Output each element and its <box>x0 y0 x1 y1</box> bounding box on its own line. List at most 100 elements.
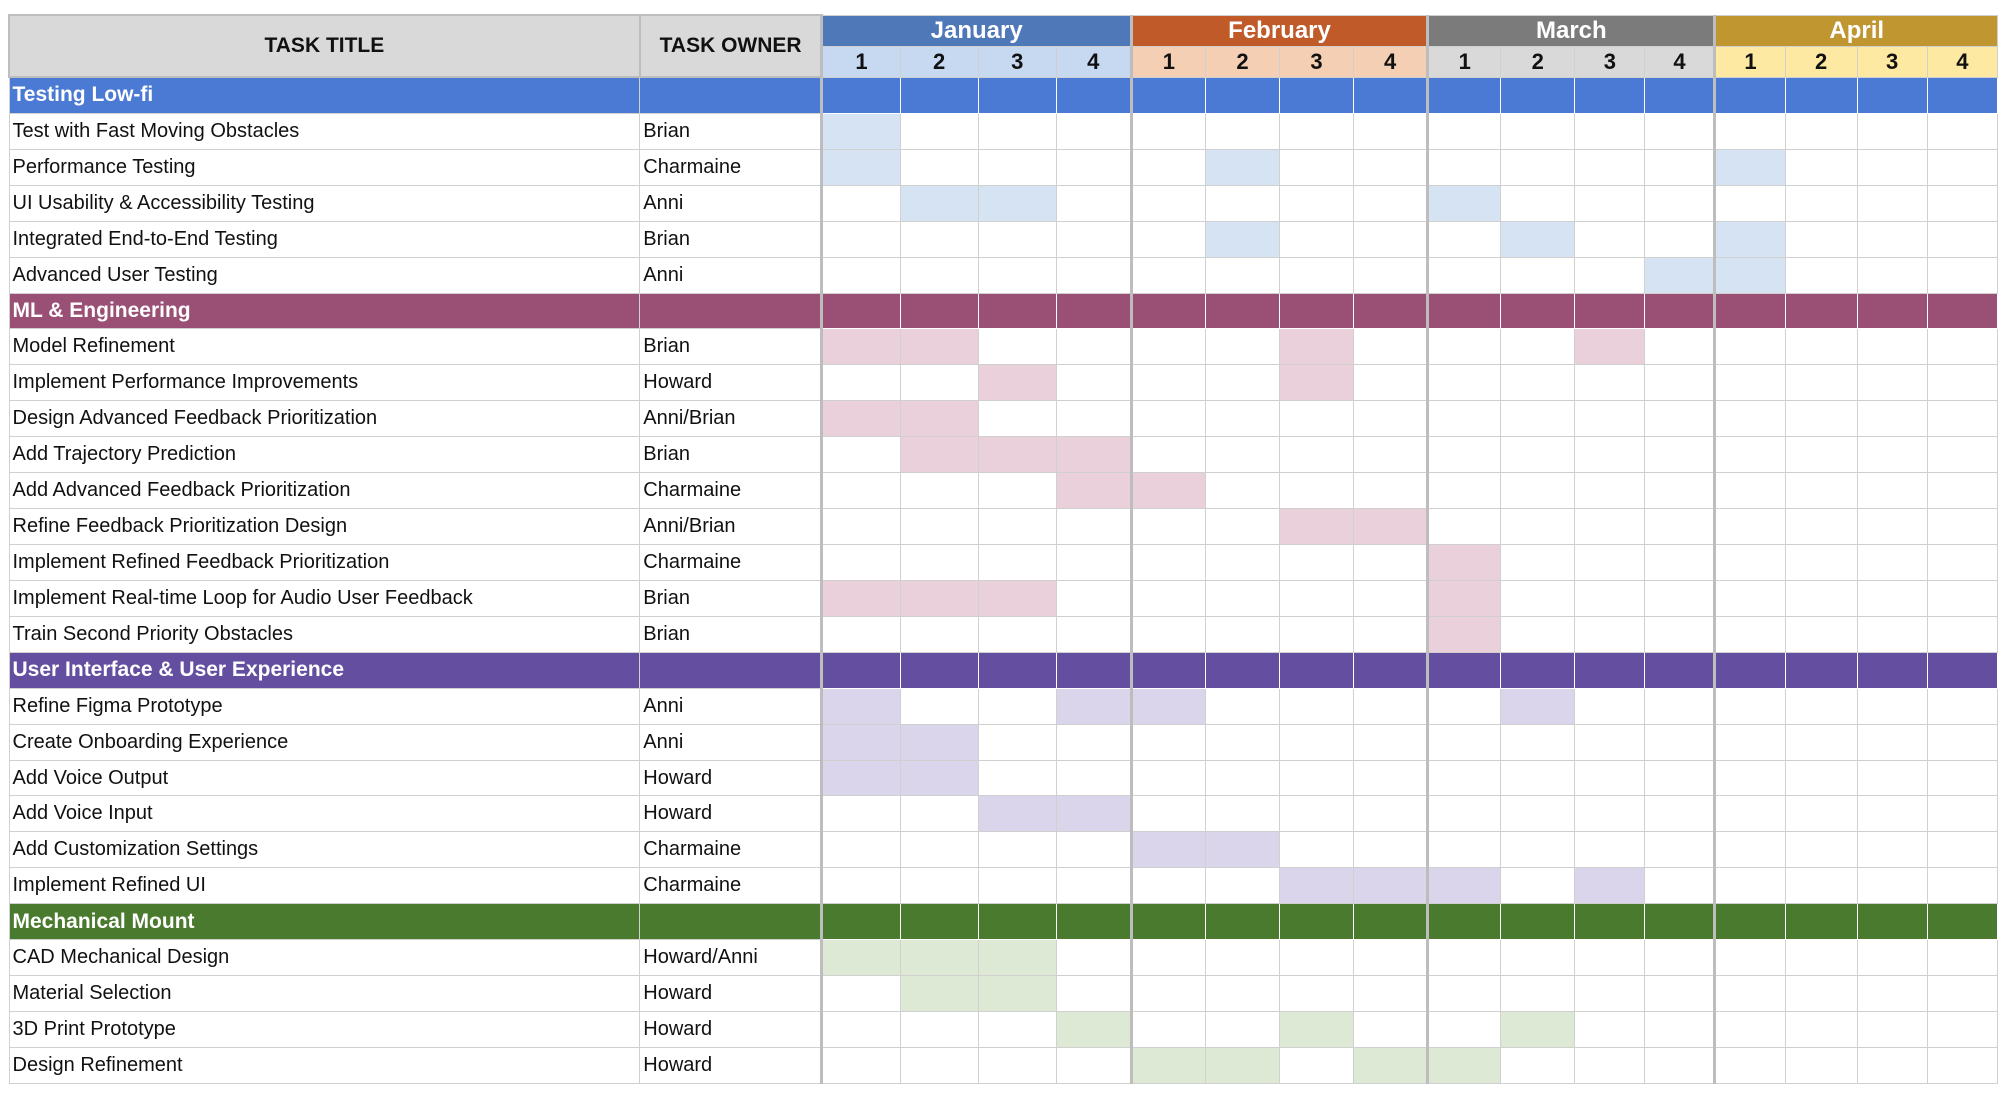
gantt-bar-cell[interactable] <box>1055 436 1132 474</box>
gantt-bar-cell[interactable] <box>1204 148 1281 186</box>
gantt-empty-cell[interactable] <box>1713 184 1786 222</box>
gantt-empty-cell[interactable] <box>1574 939 1646 977</box>
gantt-empty-cell[interactable] <box>1500 472 1576 510</box>
gantt-empty-cell[interactable] <box>820 436 901 474</box>
gantt-bar-cell[interactable] <box>820 687 901 725</box>
section-week-cell[interactable] <box>1784 76 1858 114</box>
gantt-empty-cell[interactable] <box>1278 112 1355 150</box>
gantt-empty-cell[interactable] <box>1926 400 1999 438</box>
gantt-empty-cell[interactable] <box>1204 328 1281 366</box>
gantt-empty-cell[interactable] <box>1713 831 1786 869</box>
task-owner-cell[interactable]: Anni <box>639 184 823 222</box>
gantt-empty-cell[interactable] <box>1644 687 1716 725</box>
gantt-empty-cell[interactable] <box>1204 867 1281 905</box>
gantt-empty-cell[interactable] <box>1500 1046 1576 1085</box>
gantt-bar-cell[interactable] <box>977 184 1057 222</box>
gantt-empty-cell[interactable] <box>1926 544 1999 581</box>
gantt-empty-cell[interactable] <box>1856 795 1928 833</box>
gantt-empty-cell[interactable] <box>1574 184 1646 222</box>
gantt-empty-cell[interactable] <box>1784 1011 1858 1048</box>
gantt-empty-cell[interactable] <box>1500 795 1576 833</box>
gantt-empty-cell[interactable] <box>1784 256 1858 294</box>
gantt-empty-cell[interactable] <box>1856 472 1928 510</box>
gantt-empty-cell[interactable] <box>1426 112 1502 150</box>
section-week-cell[interactable] <box>820 903 901 941</box>
section-week-cell[interactable] <box>1574 76 1646 114</box>
gantt-empty-cell[interactable] <box>1055 867 1132 905</box>
gantt-empty-cell[interactable] <box>1055 579 1132 617</box>
gantt-empty-cell[interactable] <box>1574 831 1646 869</box>
gantt-empty-cell[interactable] <box>1426 328 1502 366</box>
section-owner-cell[interactable] <box>639 76 823 114</box>
gantt-empty-cell[interactable] <box>1055 400 1132 438</box>
gantt-empty-cell[interactable] <box>1644 220 1716 258</box>
gantt-empty-cell[interactable] <box>977 220 1057 258</box>
gantt-empty-cell[interactable] <box>1644 795 1716 833</box>
gantt-bar-cell[interactable] <box>899 759 979 797</box>
task-title-cell[interactable]: Add Voice Input <box>8 795 641 833</box>
gantt-empty-cell[interactable] <box>1574 759 1646 797</box>
section-owner-cell[interactable] <box>639 292 823 330</box>
gantt-empty-cell[interactable] <box>1129 867 1206 905</box>
gantt-empty-cell[interactable] <box>1926 867 1999 905</box>
gantt-bar-cell[interactable] <box>1426 867 1502 905</box>
gantt-empty-cell[interactable] <box>1644 867 1716 905</box>
gantt-empty-cell[interactable] <box>1926 831 1999 869</box>
month-header-january[interactable]: January <box>820 14 1132 47</box>
gantt-empty-cell[interactable] <box>1500 975 1576 1012</box>
gantt-empty-cell[interactable] <box>1713 544 1786 581</box>
gantt-empty-cell[interactable] <box>1055 364 1132 402</box>
gantt-empty-cell[interactable] <box>1856 436 1928 474</box>
gantt-empty-cell[interactable] <box>899 508 979 546</box>
gantt-empty-cell[interactable] <box>1500 256 1576 294</box>
gantt-empty-cell[interactable] <box>1055 1046 1132 1085</box>
gantt-empty-cell[interactable] <box>1204 544 1281 581</box>
gantt-empty-cell[interactable] <box>1129 975 1206 1012</box>
gantt-empty-cell[interactable] <box>1856 364 1928 402</box>
task-title-cell[interactable]: Design Advanced Feedback Prioritization <box>8 400 641 438</box>
gantt-empty-cell[interactable] <box>1713 975 1786 1012</box>
section-week-cell[interactable] <box>899 651 979 689</box>
gantt-empty-cell[interactable] <box>1713 759 1786 797</box>
gantt-empty-cell[interactable] <box>1644 184 1716 222</box>
gantt-empty-cell[interactable] <box>1644 831 1716 869</box>
gantt-bar-cell[interactable] <box>1055 1011 1132 1048</box>
gantt-empty-cell[interactable] <box>1644 328 1716 366</box>
section-week-cell[interactable] <box>1204 651 1281 689</box>
gantt-empty-cell[interactable] <box>1129 256 1206 294</box>
gantt-empty-cell[interactable] <box>1644 472 1716 510</box>
gantt-empty-cell[interactable] <box>1644 1011 1716 1048</box>
section-title[interactable]: User Interface & User Experience <box>8 651 641 689</box>
gantt-empty-cell[interactable] <box>977 544 1057 581</box>
gantt-bar-cell[interactable] <box>1713 256 1786 294</box>
gantt-bar-cell[interactable] <box>1278 364 1355 402</box>
gantt-empty-cell[interactable] <box>1574 975 1646 1012</box>
gantt-empty-cell[interactable] <box>1713 364 1786 402</box>
gantt-empty-cell[interactable] <box>1129 400 1206 438</box>
gantt-empty-cell[interactable] <box>977 615 1057 653</box>
gantt-empty-cell[interactable] <box>1713 579 1786 617</box>
task-title-cell[interactable]: Implement Real-time Loop for Audio User … <box>8 579 641 617</box>
gantt-empty-cell[interactable] <box>1856 400 1928 438</box>
gantt-empty-cell[interactable] <box>1129 148 1206 186</box>
gantt-empty-cell[interactable] <box>1204 436 1281 474</box>
task-owner-cell[interactable]: Howard <box>639 1046 823 1085</box>
gantt-empty-cell[interactable] <box>1713 795 1786 833</box>
gantt-empty-cell[interactable] <box>1644 1046 1716 1085</box>
gantt-empty-cell[interactable] <box>1278 615 1355 653</box>
task-title-cell[interactable]: Material Selection <box>8 975 641 1012</box>
gantt-bar-cell[interactable] <box>899 400 979 438</box>
gantt-empty-cell[interactable] <box>1055 831 1132 869</box>
task-owner-cell[interactable]: Anni <box>639 723 823 761</box>
gantt-empty-cell[interactable] <box>977 148 1057 186</box>
gantt-empty-cell[interactable] <box>899 472 979 510</box>
task-title-cell[interactable]: Add Customization Settings <box>8 831 641 869</box>
section-week-cell[interactable] <box>820 651 901 689</box>
gantt-empty-cell[interactable] <box>1278 1046 1355 1085</box>
task-title-cell[interactable]: Refine Feedback Prioritization Design <box>8 508 641 546</box>
gantt-empty-cell[interactable] <box>1129 615 1206 653</box>
gantt-empty-cell[interactable] <box>899 795 979 833</box>
gantt-empty-cell[interactable] <box>1204 400 1281 438</box>
week-header-february-2[interactable]: 2 <box>1204 45 1281 78</box>
gantt-empty-cell[interactable] <box>977 723 1057 761</box>
